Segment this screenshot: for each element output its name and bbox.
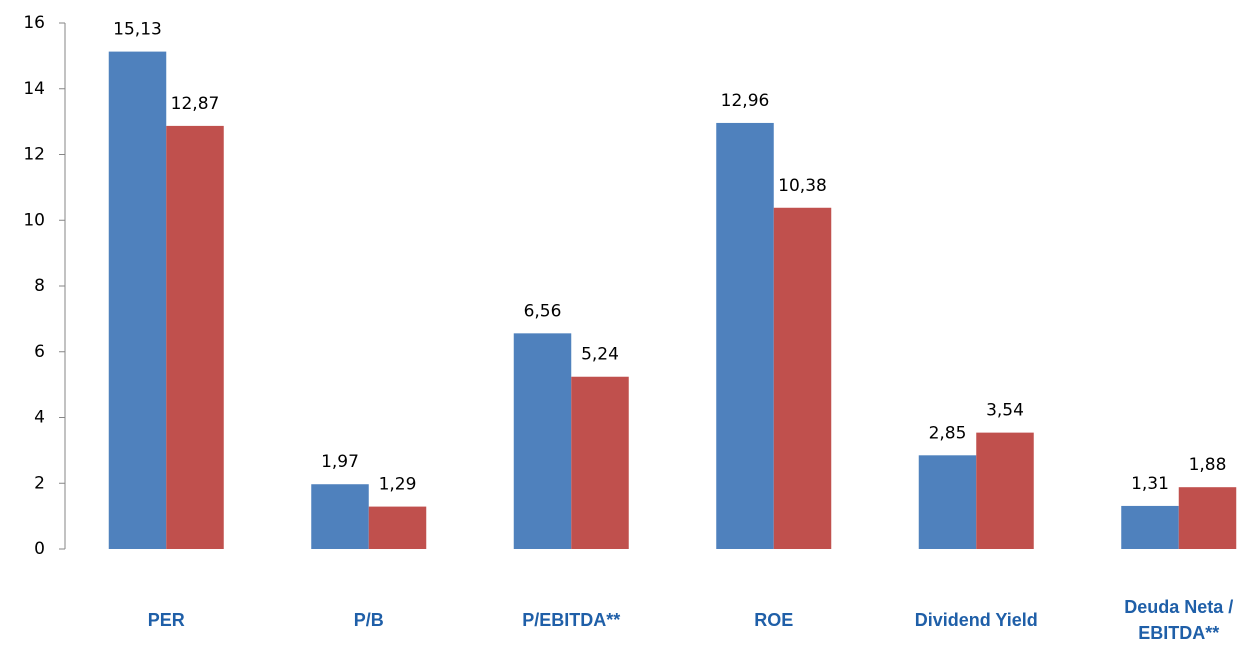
data-label: 1,97 — [321, 452, 359, 472]
x-tick-label: Deuda Neta / EBITDA** — [1124, 597, 1234, 643]
x-tick-label: P/B — [353, 610, 384, 630]
bar — [571, 376, 629, 549]
data-label: 5,24 — [581, 345, 619, 365]
data-label: 1,31 — [1131, 474, 1169, 494]
y-tick-label: 0 — [34, 539, 45, 559]
y-tick-label: 16 — [23, 13, 45, 33]
bar — [1178, 487, 1237, 549]
bar — [166, 125, 224, 550]
data-label: 1,29 — [379, 475, 417, 495]
bar — [1121, 505, 1179, 549]
y-tick-label: 4 — [34, 408, 45, 428]
bar — [918, 455, 977, 549]
y-tick-label: 8 — [34, 276, 45, 296]
data-label: 12,87 — [171, 94, 220, 114]
y-tick-label: 10 — [23, 210, 45, 230]
bar — [311, 484, 369, 549]
y-tick-label: 14 — [23, 79, 45, 99]
bar — [773, 207, 832, 549]
bar — [976, 432, 1034, 549]
data-label: 6,56 — [524, 301, 562, 321]
x-tick-label: Dividend Yield — [914, 610, 1038, 630]
x-tick-label: P/EBITDA** — [522, 610, 621, 630]
data-label: 12,96 — [721, 91, 770, 111]
bar — [108, 51, 167, 549]
x-tick-label: PER — [147, 610, 185, 630]
data-label: 3,54 — [986, 401, 1024, 421]
x-tick-label: ROE — [754, 610, 794, 630]
bar — [716, 122, 774, 549]
data-label: 10,38 — [778, 176, 827, 196]
y-tick-label: 2 — [34, 473, 45, 493]
y-tick-label: 12 — [23, 145, 45, 165]
y-tick-label: 6 — [34, 342, 45, 362]
data-label: 2,85 — [929, 423, 967, 443]
data-label: 1,88 — [1189, 455, 1227, 475]
bar — [368, 506, 427, 549]
bar — [513, 333, 572, 549]
data-label: 15,13 — [113, 20, 162, 40]
